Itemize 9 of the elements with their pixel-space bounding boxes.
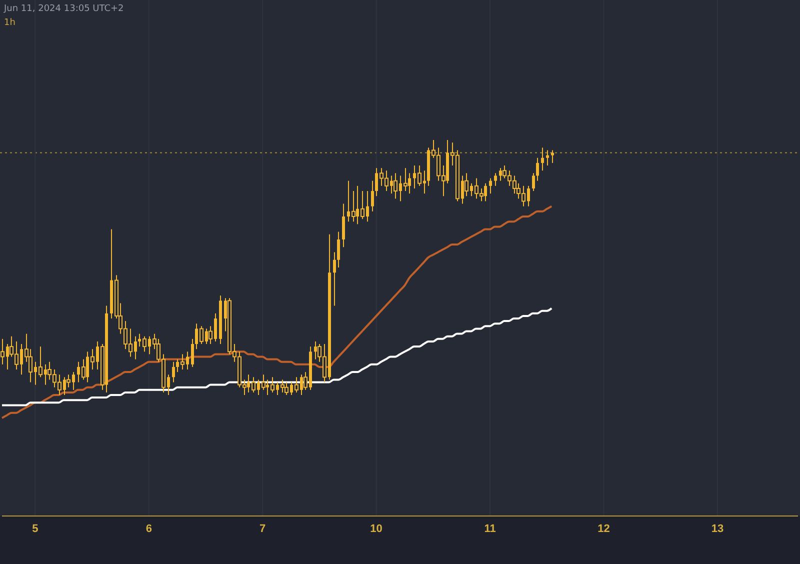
x-tick-label: 12	[598, 522, 610, 535]
x-tick-label: 6	[146, 522, 152, 535]
text: Jun 11, 2024 13:05 UTC+2	[3, 4, 124, 14]
x-tick-label: 5	[32, 522, 38, 535]
x-tick-label: 7	[260, 522, 266, 535]
x-tick-label: 13	[711, 522, 724, 535]
x-tick-label: 10	[370, 522, 382, 535]
x-tick-label: 11	[484, 522, 496, 535]
text: 1h	[4, 18, 16, 28]
